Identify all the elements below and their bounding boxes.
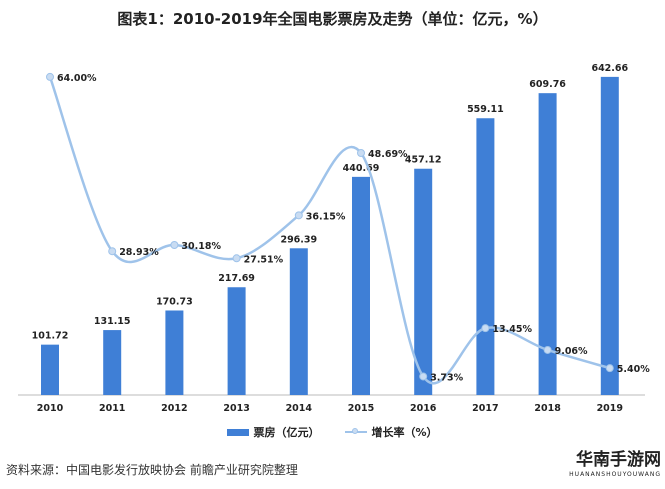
chart-plot: 101.72 2010 131.15 2011 170.73 2012 217.69 2013… (18, 63, 650, 414)
bar-label: 440.69 (343, 163, 380, 174)
legend-item-growth: 增长率（%） (345, 424, 438, 440)
line-label: 30.18% (181, 241, 221, 252)
bar (538, 93, 557, 396)
bar-label: 609.76 (529, 79, 566, 90)
line-point (170, 241, 179, 250)
legend-label: 增长率（%） (371, 426, 438, 439)
line-label: 13.45% (492, 324, 532, 335)
line-label: 3.73% (430, 372, 463, 383)
bar (414, 168, 433, 395)
line-label: 64.00% (57, 73, 97, 84)
site-logo: 华南手游网 HUANANSHOUYOUWANG (569, 450, 661, 478)
line-point (232, 254, 241, 263)
line-point (357, 149, 365, 158)
line-label: 28.93% (119, 247, 159, 258)
legend-label: 票房（亿元） (253, 426, 320, 439)
x-tick-label: 2015 (348, 403, 374, 414)
bar-label: 131.15 (94, 316, 131, 327)
growth-line (48, 76, 611, 385)
line-point (605, 364, 614, 373)
line-label: 5.40% (617, 364, 650, 375)
line-label: 9.06% (555, 346, 588, 357)
bar-label: 457.12 (405, 155, 442, 166)
line-point (108, 247, 117, 256)
x-tick-label: 2016 (410, 403, 437, 414)
x-tick-label: 2018 (534, 403, 561, 414)
bar (103, 330, 122, 395)
line-point (294, 211, 303, 220)
x-tick-label: 2010 (37, 403, 64, 414)
legend-item-box-office: 票房（亿元） (227, 424, 319, 440)
line-label: 36.15% (306, 211, 346, 222)
x-tick-label: 2014 (286, 403, 313, 414)
legend: 票房（亿元） 增长率（%） (0, 424, 665, 440)
line-label: 48.69% (368, 149, 408, 160)
line-point (46, 72, 54, 81)
bar (289, 248, 308, 395)
bar (600, 76, 619, 395)
bar (476, 118, 495, 396)
bar-label: 642.66 (591, 63, 628, 74)
bar (352, 176, 370, 395)
x-tick-label: 2012 (161, 403, 187, 414)
bar-label: 217.69 (218, 273, 255, 284)
bar-label: 559.11 (467, 104, 504, 115)
bar-label: 296.39 (280, 234, 317, 245)
bar (227, 287, 246, 395)
source-note: 资料来源：中国电影发行放映协会 前瞻产业研究院整理 (6, 463, 298, 477)
chart-title: 图表1：2010-2019年全国电影票房及走势（单位：亿元，%） (117, 10, 548, 28)
bar (165, 310, 184, 395)
x-tick-label: 2019 (597, 403, 623, 414)
line-point (419, 372, 428, 381)
x-tick-label: 2013 (223, 403, 249, 414)
legend-swatch-line (345, 428, 368, 434)
bar-label: 101.72 (32, 331, 69, 342)
x-tick-label: 2011 (99, 403, 125, 414)
legend-swatch-bar (227, 428, 250, 436)
bar (41, 344, 59, 395)
line-label: 27.51% (244, 254, 284, 265)
x-tick-label: 2017 (472, 403, 498, 414)
line-point (543, 345, 552, 354)
bar-label: 170.73 (156, 296, 193, 307)
line-point (481, 324, 490, 333)
